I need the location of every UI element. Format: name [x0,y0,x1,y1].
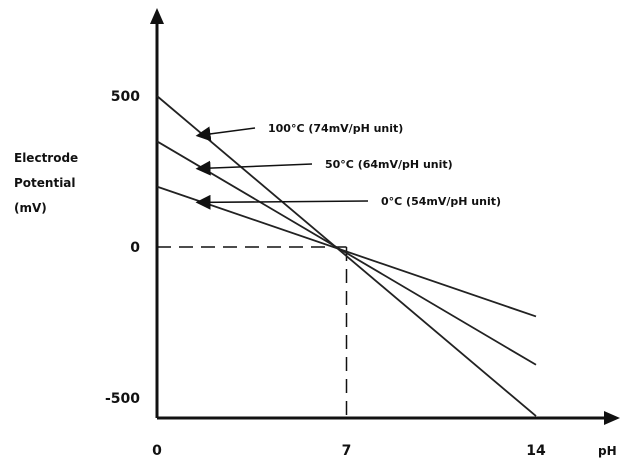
x-axis-arrow [604,411,620,425]
series-line-3 [156,185,537,318]
y-axis-title-line-2: Potential [14,176,76,190]
annotations: 100°C (74mV/pH unit) 50°C (64mV/pH unit) 0… [268,122,501,208]
annotation-label-2: 50°C (64mV/pH unit) [325,158,453,171]
x-tick-labels: 0 7 14 [152,443,546,459]
annotation-leaders [195,126,369,210]
reference-lines [157,246,348,418]
annotation-leader-3 [195,194,369,210]
y-tick-label-500: 500 [111,89,140,105]
annotation-label-1: 100°C (74mV/pH unit) [268,122,403,135]
series-line-2 [156,140,537,366]
x-tick-label-7: 7 [342,443,352,459]
x-tick-label-14: 14 [526,443,546,459]
y-axis-title: Electrode Potential (mV) [14,151,78,215]
y-axis-title-line-1: Electrode [14,151,78,165]
annotation-label-3: 0°C (54mV/pH unit) [381,195,501,208]
y-axis-title-line-3: (mV) [14,201,47,215]
y-tick-labels: 500 0 -500 [105,89,140,407]
y-tick-label-0: 0 [130,240,140,256]
y-tick-label--500: -500 [105,391,140,407]
series-layer [156,95,537,417]
x-tick-label-0: 0 [152,443,162,459]
annotation-leader-1 [195,126,256,142]
axes [150,8,620,425]
y-axis-arrow [150,8,164,24]
annotation-leader-2 [195,160,313,176]
x-axis-title: pH [598,444,617,458]
series-line-1 [156,95,537,417]
